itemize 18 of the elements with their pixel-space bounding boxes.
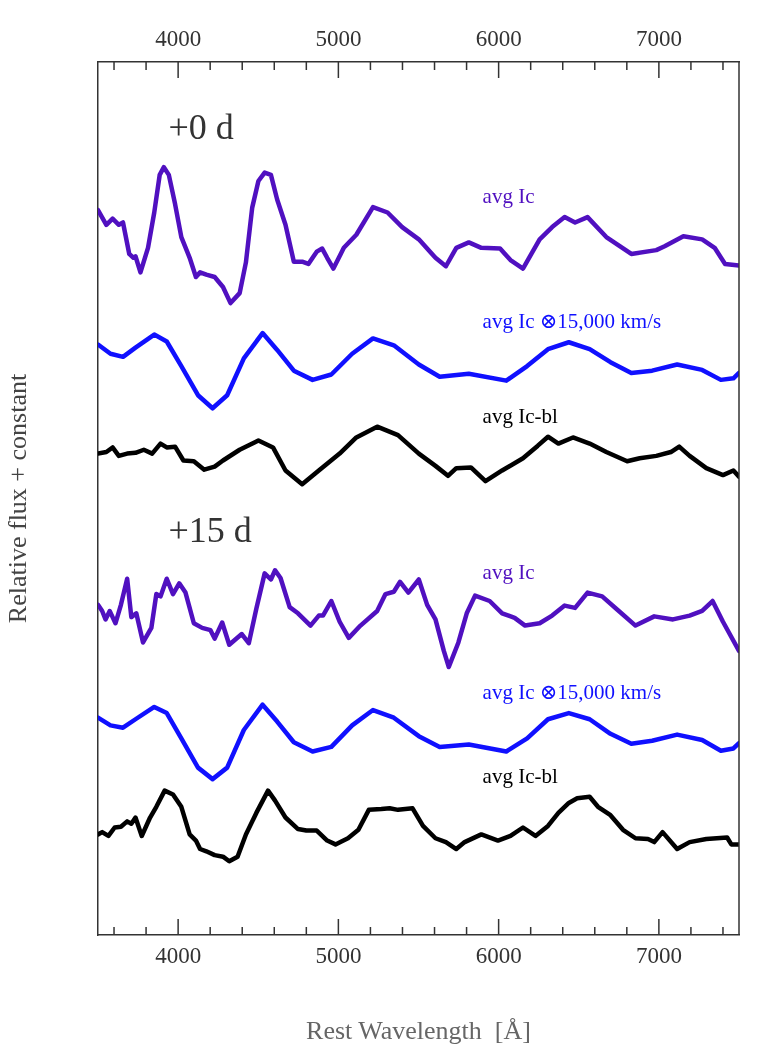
x-tick-label: 5000	[315, 942, 362, 968]
series-label: avg Ic ⊗15,000 km/s	[482, 680, 662, 705]
y-axis-title: Relative flux + constant	[3, 373, 33, 624]
series-label: avg Ic-bl	[482, 403, 558, 428]
x-tick-label: 4000	[155, 942, 202, 968]
x2-tick-label: 6000	[475, 26, 522, 52]
text: +0 d	[168, 107, 234, 148]
x-tick-label: 7000	[635, 942, 682, 968]
x-axis-title: Rest Wavelength [Å]	[306, 1016, 531, 1046]
x2-tick-label: 7000	[635, 26, 682, 52]
x2-tick-label: 5000	[315, 26, 362, 52]
series-label: avg Ic ⊗15,000 km/s	[482, 309, 662, 334]
x2-tick-label: 4000	[155, 26, 202, 52]
series-label: avg Ic	[482, 559, 535, 584]
series-label: avg Ic-bl	[482, 763, 558, 788]
series-label: avg Ic	[482, 184, 535, 209]
x-tick-label: 6000	[475, 942, 522, 968]
annotation: +15 d	[168, 510, 252, 551]
